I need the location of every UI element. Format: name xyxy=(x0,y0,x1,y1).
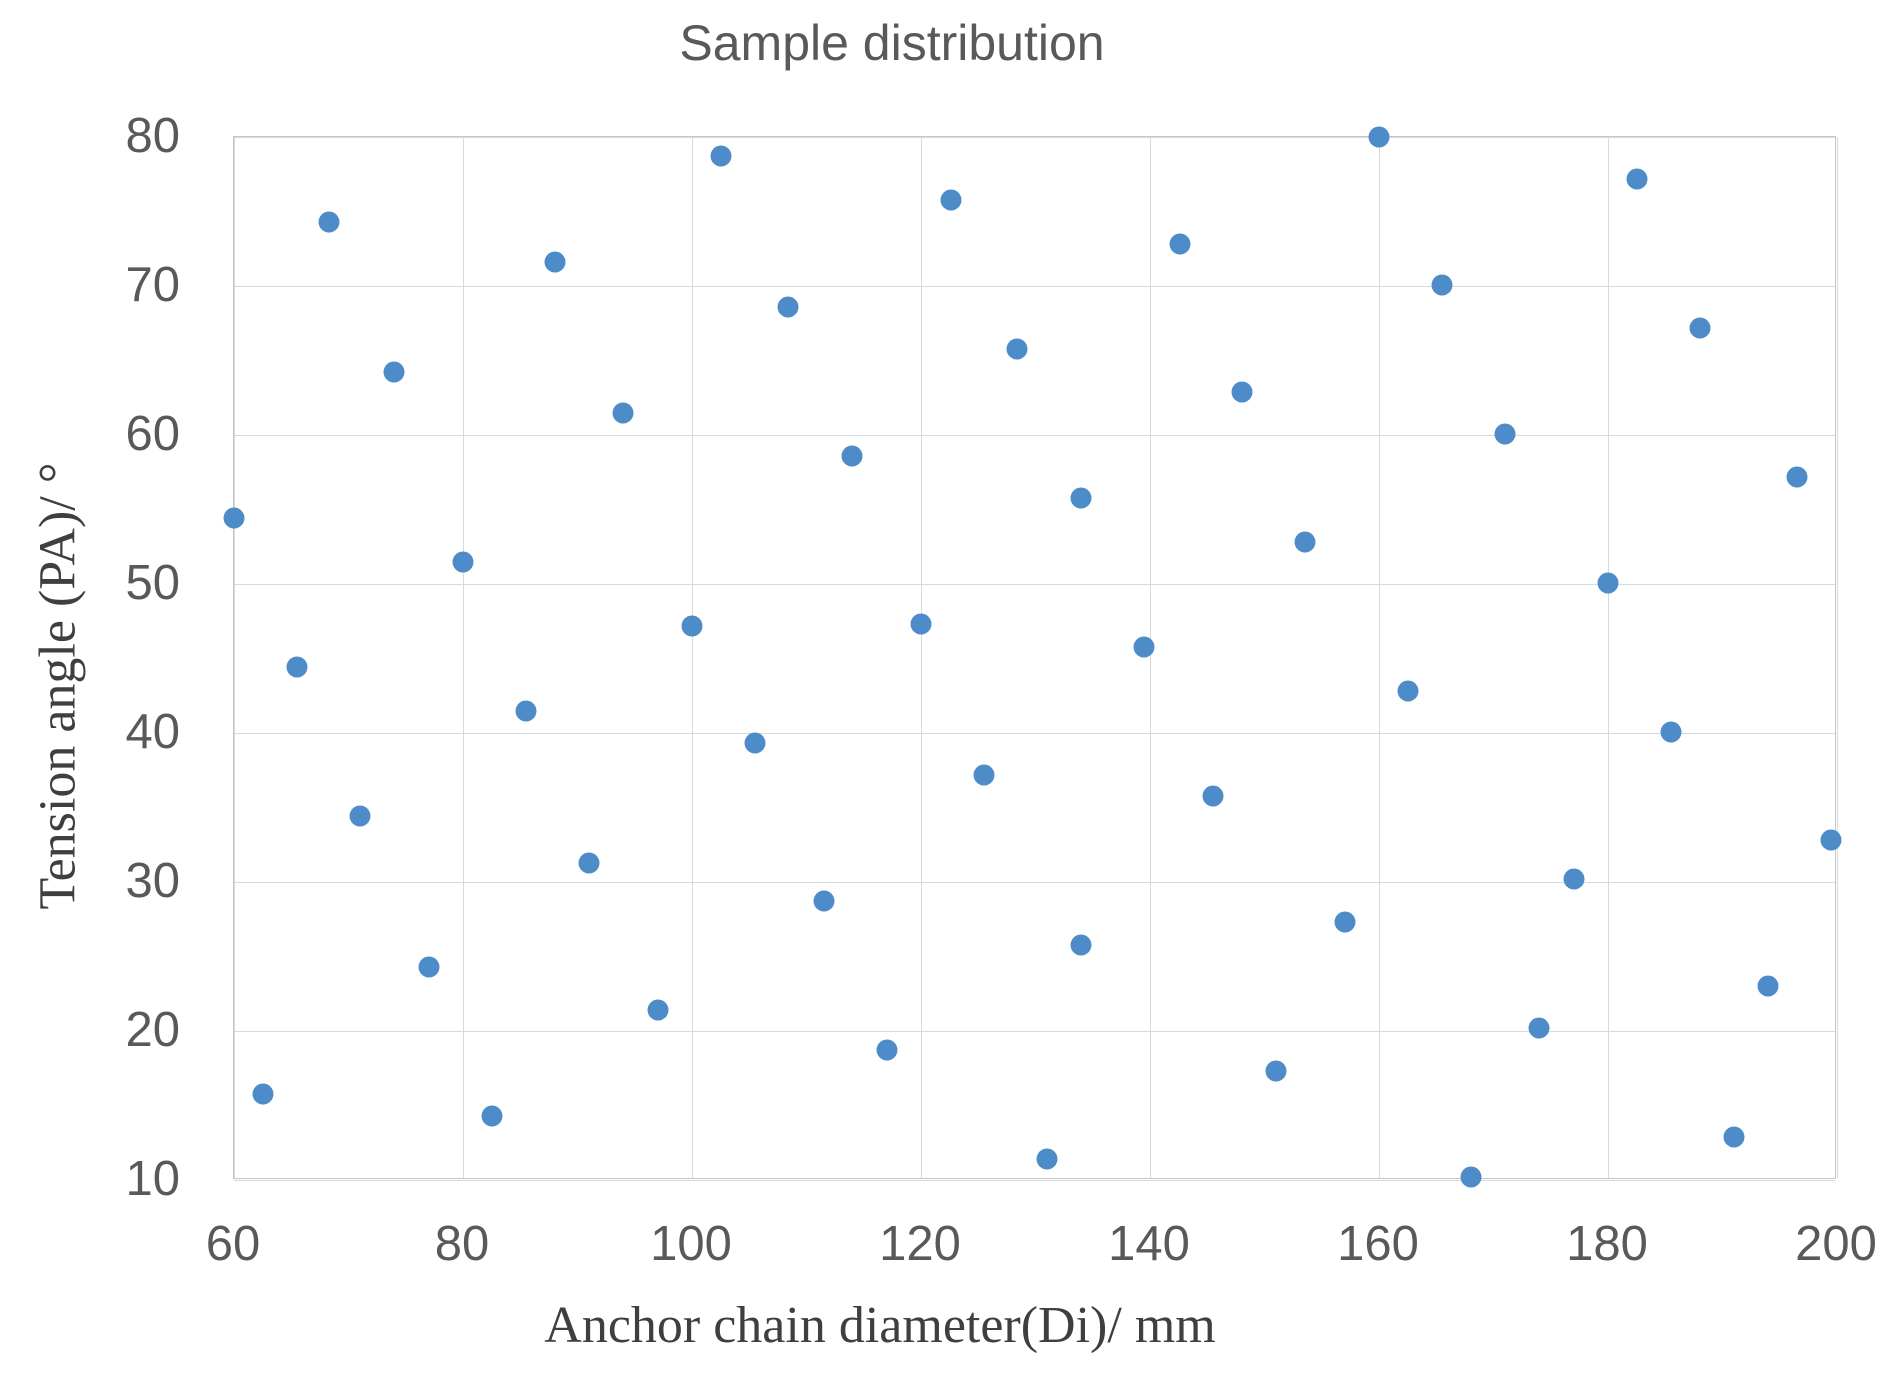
y-tick-label: 20 xyxy=(125,1003,180,1057)
plot-area xyxy=(223,126,1842,1188)
y-tick-label: 60 xyxy=(125,407,180,461)
data-point xyxy=(973,764,995,786)
data-point xyxy=(1494,423,1516,444)
data-point xyxy=(1597,572,1619,593)
h-gridline xyxy=(234,137,1835,138)
y-tick-label: 80 xyxy=(125,109,180,163)
data-point xyxy=(841,445,863,467)
data-point xyxy=(1006,338,1028,360)
y-tick-label: 10 xyxy=(125,1152,180,1206)
h-gridline xyxy=(234,584,1835,585)
data-point xyxy=(1334,911,1356,933)
chart-title: Sample distribution xyxy=(679,15,1105,71)
v-gridline xyxy=(1837,137,1838,1178)
v-gridline xyxy=(1379,137,1380,1178)
x-tick-label: 200 xyxy=(1795,1217,1877,1271)
data-point xyxy=(1757,975,1779,997)
data-point xyxy=(1294,531,1316,553)
data-point xyxy=(1820,829,1842,851)
v-gridline xyxy=(921,137,922,1178)
h-gridline xyxy=(234,733,1835,734)
x-tick-label: 160 xyxy=(1337,1217,1419,1271)
data-point xyxy=(349,805,371,827)
data-point xyxy=(647,999,669,1021)
data-point xyxy=(1265,1060,1287,1082)
data-point xyxy=(876,1039,898,1061)
data-point xyxy=(1723,1126,1745,1148)
data-point xyxy=(1202,785,1224,807)
x-tick-label: 100 xyxy=(650,1217,732,1271)
data-point xyxy=(1460,1166,1482,1188)
v-gridline xyxy=(1150,137,1151,1178)
data-point xyxy=(940,189,962,211)
data-point xyxy=(1660,721,1682,742)
y-tick-label: 50 xyxy=(125,556,180,610)
data-point xyxy=(515,700,537,722)
h-gridline xyxy=(234,1180,1835,1181)
data-point xyxy=(1397,680,1419,702)
data-point xyxy=(710,145,732,167)
v-gridline xyxy=(692,137,693,1178)
data-point xyxy=(418,956,440,978)
data-point xyxy=(1528,1017,1550,1039)
data-point xyxy=(1689,317,1711,339)
data-point xyxy=(681,615,703,637)
data-point xyxy=(612,402,634,424)
data-point xyxy=(1133,636,1155,658)
data-point xyxy=(1368,126,1390,148)
data-point xyxy=(910,613,932,635)
x-tick-label: 120 xyxy=(879,1217,961,1271)
data-point xyxy=(1786,466,1808,488)
y-axis-title: Tension angle (PA)/ ° xyxy=(29,462,87,910)
data-point xyxy=(1036,1148,1058,1170)
data-point xyxy=(1231,381,1253,403)
x-tick-label: 60 xyxy=(205,1217,261,1271)
data-point xyxy=(318,211,340,233)
y-tick-label: 30 xyxy=(125,854,180,908)
x-tick-label: 180 xyxy=(1566,1217,1648,1271)
data-point xyxy=(1169,233,1191,255)
v-gridline xyxy=(234,137,235,1178)
data-point xyxy=(777,296,799,318)
data-point xyxy=(252,1083,274,1105)
h-gridline xyxy=(234,286,1835,287)
data-point xyxy=(744,732,766,754)
data-point xyxy=(578,852,600,874)
y-tick-label: 40 xyxy=(125,705,180,759)
data-point xyxy=(544,251,566,273)
data-point xyxy=(1070,934,1092,956)
h-gridline xyxy=(234,435,1835,436)
v-gridline xyxy=(463,137,464,1178)
data-point xyxy=(1070,487,1092,509)
x-axis-title: Anchor chain diameter(Di)/ mm xyxy=(544,1297,1216,1354)
data-point xyxy=(481,1105,503,1127)
data-point xyxy=(286,656,308,678)
x-tick-label: 80 xyxy=(434,1217,490,1271)
data-point xyxy=(1626,168,1648,190)
data-point xyxy=(1431,274,1453,295)
x-tick-label: 140 xyxy=(1108,1217,1190,1271)
v-gridline xyxy=(1608,137,1609,1178)
h-gridline xyxy=(234,1031,1835,1032)
data-point xyxy=(223,507,245,529)
data-point xyxy=(452,551,474,573)
y-tick-label: 70 xyxy=(125,258,180,312)
data-point xyxy=(1563,868,1585,890)
h-gridline xyxy=(234,882,1835,883)
data-point xyxy=(383,361,405,383)
data-point xyxy=(813,890,835,912)
